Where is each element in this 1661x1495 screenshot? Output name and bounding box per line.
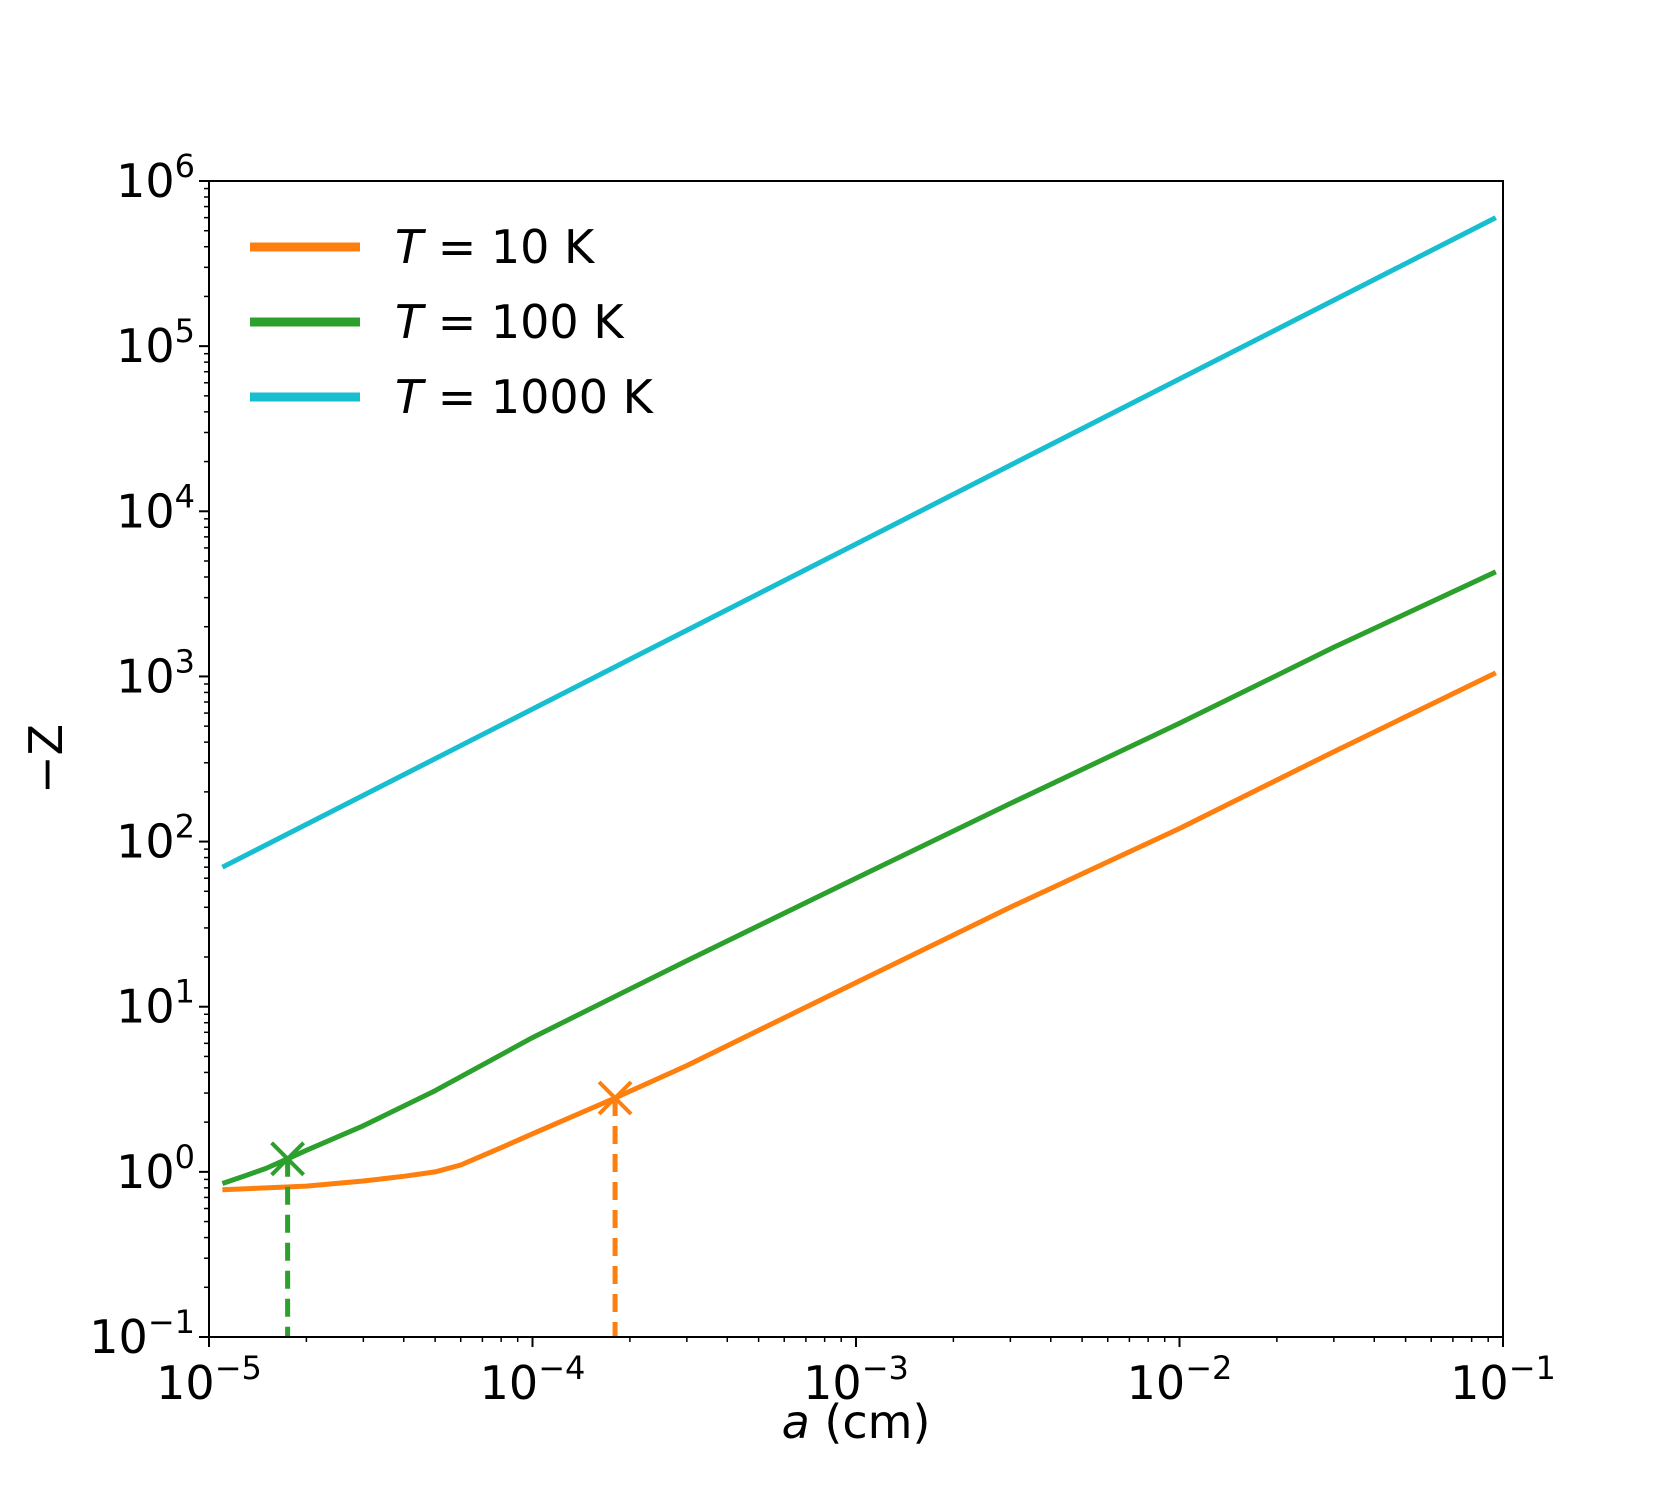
x-axis-label-var: a — [782, 1395, 810, 1449]
x-tick-base: 10 — [156, 1356, 215, 1410]
x-tick-base: 10 — [480, 1356, 539, 1410]
legend-label-1: T = 10 K — [395, 220, 596, 274]
y-tick-exponent: 6 — [175, 147, 195, 185]
y-axis-label: −Z — [19, 724, 73, 794]
ticks: 10−5 10−4 10−3 10−2 10−110−11001011021031041… — [89, 147, 1556, 1410]
x-tick-exponent: −2 — [1185, 1349, 1232, 1387]
x-tick-exponent: −4 — [538, 1349, 585, 1387]
x-tick-label: 10−2 — [1127, 1349, 1233, 1410]
y-tick-label: 105 — [116, 312, 195, 373]
y-tick-label: 104 — [116, 477, 195, 538]
marker-x-1 — [270, 1141, 306, 1177]
series-group — [221, 215, 1497, 1193]
x-tick-exponent: −5 — [215, 1349, 262, 1387]
x-tick-exponent: −3 — [862, 1349, 909, 1387]
y-tick-exponent: 0 — [175, 1138, 195, 1176]
y-tick-base: 10 — [116, 154, 175, 208]
y-tick-base: 10 — [116, 484, 175, 538]
y-tick-exponent: −1 — [148, 1303, 195, 1341]
plot-frame — [208, 180, 1504, 1338]
series-line-2 — [221, 569, 1497, 1186]
legend-label-2: T = 100 K — [395, 295, 625, 349]
x-tick-base: 10 — [803, 1356, 862, 1410]
y-tick-label: 10−1 — [89, 1303, 195, 1364]
legend-label-var: T — [395, 295, 427, 349]
y-tick-label: 101 — [116, 973, 195, 1034]
y-tick-exponent: 5 — [175, 312, 195, 350]
y-tick-base: 10 — [116, 1145, 175, 1199]
y-tick-base: 10 — [116, 649, 175, 703]
y-tick-label: 102 — [116, 808, 195, 869]
y-tick-exponent: 1 — [175, 973, 195, 1011]
x-tick-label: 10−4 — [480, 1349, 586, 1410]
legend-label-rest: = 1000 K — [423, 370, 654, 424]
y-tick-label: 100 — [116, 1138, 195, 1199]
y-tick-base: 10 — [116, 319, 175, 373]
y-tick-label: 103 — [116, 642, 195, 703]
x-tick-label: 10−5 — [156, 1349, 262, 1410]
x-tick-base: 10 — [1450, 1356, 1509, 1410]
x-tick-label: 10−3 — [803, 1349, 909, 1410]
x-tick-label: 10−1 — [1450, 1349, 1556, 1410]
y-tick-exponent: 3 — [175, 642, 195, 680]
legend-label-rest: = 100 K — [423, 295, 625, 349]
legend-label-var: T — [395, 370, 427, 424]
series-line-3 — [221, 215, 1497, 870]
x-axis-label: a (cm) — [782, 1395, 931, 1449]
x-tick-exponent: −1 — [1509, 1349, 1556, 1387]
x-axis-label-unit: (cm) — [810, 1395, 931, 1449]
series-line-1 — [222, 670, 1497, 1193]
y-tick-base: 10 — [116, 980, 175, 1034]
marker-x-2 — [597, 1080, 633, 1116]
y-tick-label: 106 — [116, 147, 195, 208]
markers-group — [270, 1080, 633, 1337]
x-tick-base: 10 — [1127, 1356, 1186, 1410]
y-tick-exponent: 4 — [175, 477, 195, 515]
y-tick-base: 10 — [116, 815, 175, 869]
legend-label-rest: = 10 K — [423, 220, 596, 274]
legend: T = 10 KT = 100 KT = 1000 K — [250, 220, 655, 424]
y-tick-base: 10 — [89, 1310, 148, 1364]
legend-label-3: T = 1000 K — [395, 370, 655, 424]
legend-label-var: T — [395, 220, 427, 274]
y-tick-exponent: 2 — [175, 808, 195, 846]
